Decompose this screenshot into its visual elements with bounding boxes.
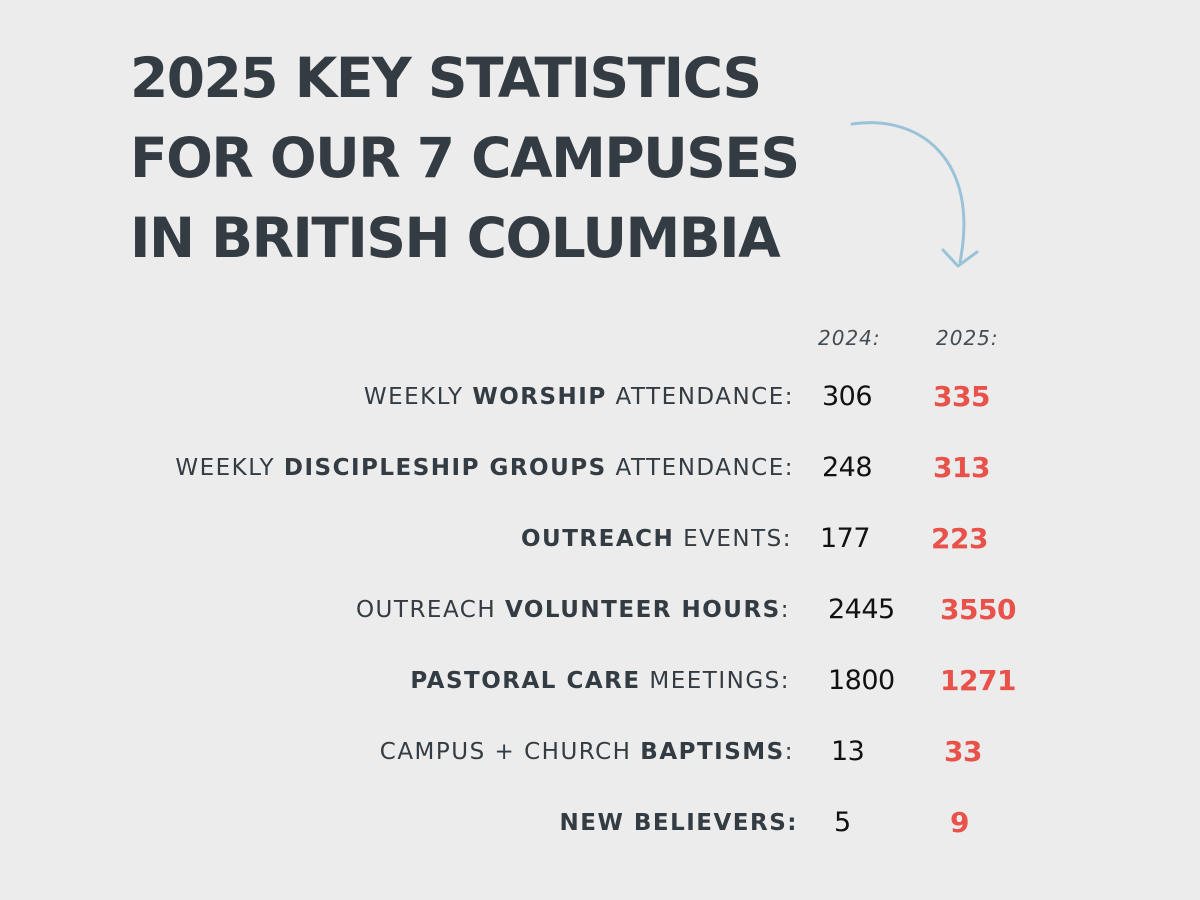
column-header-2025: 2025: — [936, 326, 999, 350]
value-2025: 1271 — [940, 664, 1016, 697]
value-2024: 1800 — [828, 665, 895, 696]
stat-label: WEEKLY WORSHIP ATTENDANCE: — [363, 384, 794, 410]
column-header-2024: 2024: — [818, 326, 881, 350]
value-2024: 2445 — [828, 594, 895, 625]
value-2024: 13 — [831, 736, 865, 767]
title-line-3: IN BRITISH COLUMBIA — [130, 206, 781, 270]
value-2024: 5 — [834, 807, 851, 838]
stat-row-pastoral-care: PASTORAL CARE MEETINGS: 1800 1271 — [0, 661, 1200, 701]
page-title: 2025 KEY STATISTICS FOR OUR 7 CAMPUSES I… — [130, 38, 800, 278]
value-2025: 335 — [933, 380, 990, 413]
stat-row-discipleship: WEEKLY DISCIPLESHIP GROUPS ATTENDANCE: 2… — [0, 448, 1200, 488]
value-2025: 223 — [931, 522, 988, 555]
value-2025: 3550 — [940, 593, 1016, 626]
stat-label: NEW BELIEVERS: — [559, 810, 798, 836]
stat-label: PASTORAL CARE MEETINGS: — [410, 668, 790, 694]
curved-arrow-icon — [850, 121, 979, 268]
stat-row-outreach-events: OUTREACH EVENTS: 177 223 — [0, 519, 1200, 559]
stat-row-baptisms: CAMPUS + CHURCH BAPTISMS: 13 33 — [0, 732, 1200, 772]
value-2024: 177 — [820, 523, 871, 554]
value-2025: 33 — [944, 735, 982, 768]
value-2024: 306 — [822, 381, 873, 412]
stat-row-worship: WEEKLY WORSHIP ATTENDANCE: 306 335 — [0, 377, 1200, 417]
value-2025: 9 — [950, 806, 969, 839]
stat-label: CAMPUS + CHURCH BAPTISMS: — [379, 739, 794, 765]
stat-label: OUTREACH EVENTS: — [521, 526, 792, 552]
title-line-2: FOR OUR 7 CAMPUSES — [130, 126, 800, 190]
title-line-1: 2025 KEY STATISTICS — [130, 46, 762, 110]
stat-row-new-believers: NEW BELIEVERS: 5 9 — [0, 803, 1200, 843]
value-2025: 313 — [933, 451, 990, 484]
stat-row-volunteer-hours: OUTREACH VOLUNTEER HOURS: 2445 3550 — [0, 590, 1200, 630]
stat-label: WEEKLY DISCIPLESHIP GROUPS ATTENDANCE: — [175, 455, 794, 481]
stat-label: OUTREACH VOLUNTEER HOURS: — [355, 597, 790, 623]
value-2024: 248 — [822, 452, 873, 483]
